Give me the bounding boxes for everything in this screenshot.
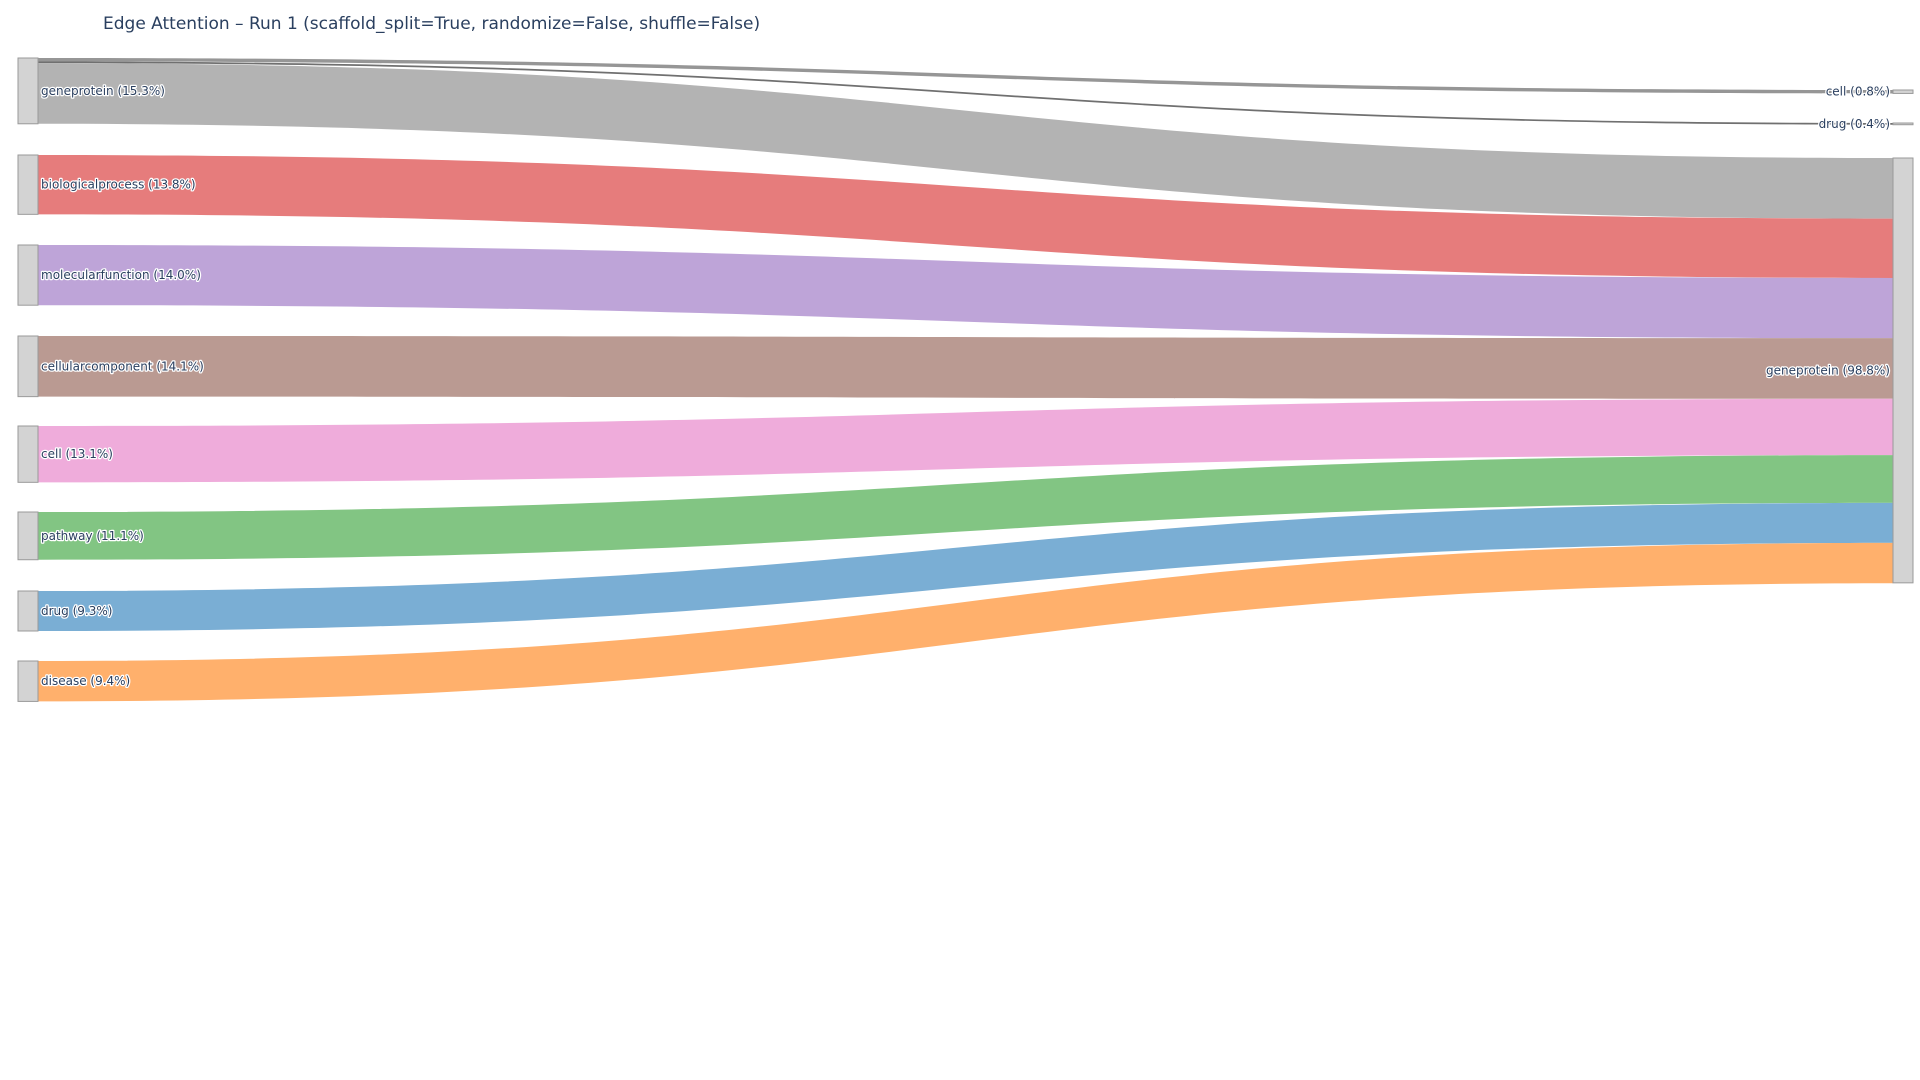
link-geneprotein-to-drug[interactable] xyxy=(38,61,1893,125)
link-cell-to-geneprotein[interactable] xyxy=(38,398,1893,483)
target-label-cell: cell (0.8%) xyxy=(1826,85,1890,99)
source-label-pathway: pathway (11.1%) xyxy=(41,529,144,543)
source-label-molecularfunction: molecularfunction (14.0%) xyxy=(41,268,201,282)
labels-layer: geneprotein (15.3%) biologicalprocess (13… xyxy=(40,83,1892,690)
links-layer xyxy=(38,58,1893,702)
source-node-disease[interactable] xyxy=(17,660,39,702)
target-label-geneprotein: geneprotein (98.8%) xyxy=(1766,363,1890,377)
source-label-cell: cell (13.1%) xyxy=(41,447,113,461)
source-node-drug[interactable] xyxy=(17,590,39,632)
target-node-cell[interactable] xyxy=(1892,89,1914,94)
target-node-drug[interactable] xyxy=(1892,122,1914,126)
source-node-molecularfunction[interactable] xyxy=(17,244,39,306)
source-label-biologicalprocess: biologicalprocess (13.8%) xyxy=(41,178,196,192)
source-node-cellularcomponent[interactable] xyxy=(17,335,39,398)
link-biologicalprocess-to-geneprotein[interactable] xyxy=(38,155,1893,278)
source-label-drug: drug (9.3%) xyxy=(41,604,112,618)
link-geneprotein-to-geneprotein[interactable] xyxy=(38,63,1893,219)
source-label-cellularcomponent: cellularcomponent (14.1%) xyxy=(41,359,204,373)
source-node-geneprotein[interactable] xyxy=(17,57,39,125)
link-geneprotein-to-cell[interactable] xyxy=(38,58,1893,94)
source-node-pathway[interactable] xyxy=(17,511,39,561)
source-node-cell[interactable] xyxy=(17,425,39,483)
source-label-geneprotein: geneprotein (15.3%) xyxy=(41,84,165,98)
link-pathway-to-geneprotein[interactable] xyxy=(38,455,1893,560)
link-disease-to-geneprotein[interactable] xyxy=(38,542,1893,702)
source-node-biologicalprocess[interactable] xyxy=(17,154,39,215)
chart-title: Edge Attention – Run 1 (scaffold_split=T… xyxy=(103,14,761,34)
link-cellularcomponent-to-geneprotein[interactable] xyxy=(38,336,1893,399)
nodes-layer xyxy=(17,57,1914,702)
target-label-drug: drug (0.4%) xyxy=(1819,117,1890,131)
link-drug-to-geneprotein[interactable] xyxy=(38,502,1893,631)
source-label-disease: disease (9.4%) xyxy=(41,674,130,688)
target-node-geneprotein[interactable] xyxy=(1892,157,1914,584)
link-molecularfunction-to-geneprotein[interactable] xyxy=(38,245,1893,339)
